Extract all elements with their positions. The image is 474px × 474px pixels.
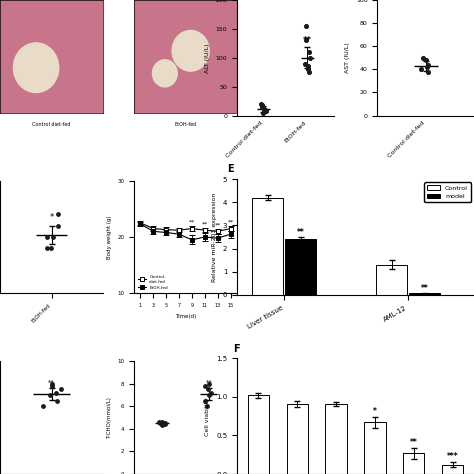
Point xyxy=(57,385,65,393)
Point xyxy=(259,109,266,117)
X-axis label: Time(d): Time(d) xyxy=(175,314,196,319)
Text: **: ** xyxy=(420,284,428,293)
Point xyxy=(417,65,425,73)
Text: **: ** xyxy=(206,380,212,386)
Text: ***: *** xyxy=(447,452,458,461)
Point xyxy=(54,397,61,404)
Text: E: E xyxy=(227,164,233,174)
Y-axis label: T-CHO(mmol/L): T-CHO(mmol/L) xyxy=(107,397,112,438)
Point xyxy=(419,54,427,62)
Bar xyxy=(442,465,463,474)
Point xyxy=(48,382,55,390)
Circle shape xyxy=(153,60,177,87)
Bar xyxy=(325,404,347,474)
Y-axis label: AST (IU/L): AST (IU/L) xyxy=(346,43,350,73)
Text: **: ** xyxy=(189,219,195,225)
Point xyxy=(203,402,210,410)
Point xyxy=(257,100,265,108)
Text: *: * xyxy=(49,213,54,222)
Point xyxy=(305,68,313,76)
Point xyxy=(201,382,209,390)
Text: Control diet-fed: Control diet-fed xyxy=(32,122,71,128)
Bar xyxy=(287,404,308,474)
Point xyxy=(52,389,60,397)
Point xyxy=(201,397,209,404)
Point xyxy=(55,210,62,218)
Point xyxy=(159,422,166,429)
Text: **: ** xyxy=(410,438,418,447)
Circle shape xyxy=(13,43,59,92)
Text: **: ** xyxy=(297,228,305,237)
Text: EtOH-fed: EtOH-fed xyxy=(174,122,197,128)
Point xyxy=(155,418,163,426)
Bar xyxy=(403,453,424,474)
Point xyxy=(302,22,310,30)
Y-axis label: Cell viability: Cell viability xyxy=(205,397,210,436)
Point xyxy=(306,54,314,62)
Point xyxy=(207,389,214,397)
Bar xyxy=(364,422,386,474)
Point xyxy=(302,36,310,44)
Point xyxy=(39,402,46,410)
Point xyxy=(301,60,309,67)
Y-axis label: ALT (IU/L): ALT (IU/L) xyxy=(205,43,210,73)
Point xyxy=(258,101,265,109)
Circle shape xyxy=(172,30,209,71)
Point xyxy=(205,380,212,388)
Point xyxy=(158,418,166,426)
Text: **: ** xyxy=(215,222,221,227)
Text: **: ** xyxy=(48,380,55,386)
Point xyxy=(423,63,431,71)
Point xyxy=(424,61,432,69)
Y-axis label: Relative miR-203 expression: Relative miR-203 expression xyxy=(212,192,217,282)
Text: **: ** xyxy=(303,36,312,45)
Point xyxy=(204,385,212,393)
Legend: Control, model: Control, model xyxy=(424,182,471,202)
Point xyxy=(262,107,270,115)
Text: **: ** xyxy=(201,221,208,226)
Text: F: F xyxy=(233,344,240,354)
Point xyxy=(260,105,268,112)
Point xyxy=(161,419,169,427)
Point xyxy=(54,222,62,229)
Point xyxy=(305,63,312,70)
Point xyxy=(304,65,312,73)
Point xyxy=(305,48,313,56)
Point xyxy=(50,233,57,241)
Point xyxy=(48,380,56,388)
Point xyxy=(205,391,212,399)
Point xyxy=(258,103,265,111)
Point xyxy=(261,106,268,114)
Text: *: * xyxy=(373,407,377,416)
Bar xyxy=(285,239,316,295)
Bar xyxy=(248,395,269,474)
Text: **: ** xyxy=(228,219,234,225)
Legend: Control-
diet fed, EtOH-fed: Control- diet fed, EtOH-fed xyxy=(136,273,170,292)
Bar xyxy=(409,293,440,295)
Point xyxy=(43,245,51,252)
Point xyxy=(160,420,167,428)
Point xyxy=(422,56,429,64)
Point xyxy=(157,419,164,427)
Point xyxy=(46,391,54,399)
Point xyxy=(43,233,50,241)
Bar xyxy=(376,265,407,295)
Point xyxy=(47,245,55,252)
Y-axis label: Body weight (g): Body weight (g) xyxy=(107,215,112,259)
Point xyxy=(161,420,169,428)
Point xyxy=(424,68,432,75)
Bar xyxy=(253,198,283,295)
